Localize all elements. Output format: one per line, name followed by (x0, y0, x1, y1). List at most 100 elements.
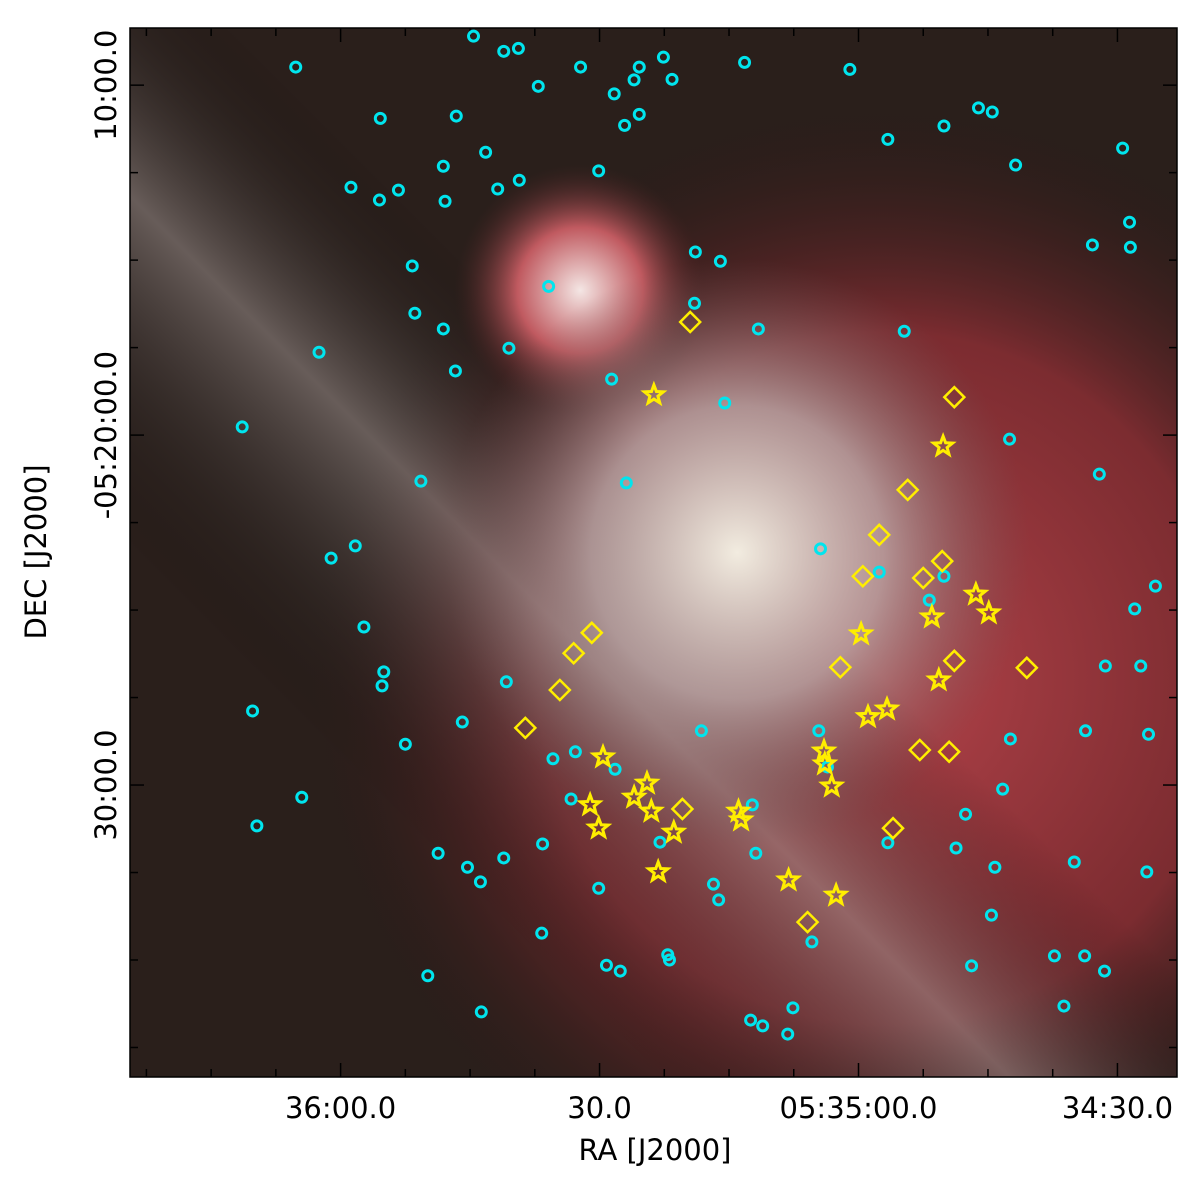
circle-marker (449, 109, 463, 123)
diamond-marker (895, 478, 920, 502)
circle-marker (781, 1027, 795, 1041)
circle-marker (235, 420, 249, 434)
y-axis-title: DEC [J2000] (19, 464, 53, 639)
diamond-marker (670, 797, 695, 821)
star-marker (727, 805, 755, 832)
circle-marker (749, 846, 763, 860)
circle-marker (375, 679, 389, 693)
diamond-marker (513, 716, 538, 740)
star-marker (811, 749, 839, 776)
circle-marker (996, 782, 1010, 796)
circle-marker (448, 364, 462, 378)
circle-marker (937, 569, 951, 583)
circle-marker (1079, 724, 1093, 738)
diamond-marker (881, 816, 905, 840)
circle-marker (751, 322, 765, 336)
circle-marker (756, 1019, 770, 1033)
circle-marker (1057, 999, 1071, 1013)
star-marker (847, 619, 875, 646)
circle-marker (405, 259, 419, 273)
circle-marker (632, 107, 646, 121)
circle-marker (473, 875, 487, 889)
circle-marker (246, 704, 260, 718)
star-marker (585, 813, 613, 840)
diamond-marker (828, 655, 853, 679)
diamond-marker (942, 385, 967, 409)
circle-marker (531, 79, 545, 93)
circle-marker (1098, 659, 1112, 673)
circle-marker (436, 322, 450, 336)
y-tick-label: 30:00.0 (89, 729, 123, 840)
circle-marker (467, 29, 481, 43)
star-marker (637, 796, 666, 823)
circle-marker (436, 159, 450, 173)
circle-marker (1123, 240, 1137, 254)
circle-marker (592, 164, 606, 178)
x-tick-label: 05:35:00.0 (780, 1091, 938, 1125)
circle-marker (502, 341, 516, 355)
diamond-marker (851, 564, 875, 589)
circle-marker (1009, 158, 1023, 172)
nebula-image (130, 28, 1177, 1077)
circle-marker (455, 715, 469, 729)
circle-marker (1003, 432, 1017, 446)
circle-marker (1067, 855, 1081, 869)
circle-marker (653, 835, 667, 849)
circle-marker (712, 893, 726, 907)
star-marker (822, 880, 850, 907)
circle-marker (618, 118, 632, 132)
circle-marker (499, 675, 513, 689)
x-axis-title: RA [J2000] (578, 1133, 731, 1167)
circle-marker (805, 935, 819, 949)
circle-marker (738, 55, 752, 69)
diamond-marker (561, 641, 586, 665)
circle-marker (656, 50, 670, 64)
circle-marker (511, 41, 525, 55)
circle-marker (1097, 964, 1111, 978)
x-tick-label: 36:00.0 (285, 1091, 396, 1125)
circle-marker (1092, 467, 1106, 481)
circle-marker (295, 790, 309, 804)
circle-marker (564, 792, 578, 806)
circle-marker (786, 1001, 800, 1015)
circle-marker (1085, 238, 1099, 252)
circle-marker (497, 851, 511, 865)
star-marker (962, 580, 990, 606)
circle-marker (497, 44, 511, 58)
circle-marker (1003, 732, 1017, 746)
star-marker (929, 431, 957, 458)
circle-marker (965, 959, 979, 973)
circle-marker (706, 877, 720, 891)
circle-marker (812, 724, 826, 738)
circle-marker (568, 745, 582, 759)
circle-marker (959, 807, 973, 821)
plot-frame (129, 27, 1178, 1078)
circle-marker (1134, 659, 1148, 673)
star-marker (918, 602, 946, 629)
circle-marker (474, 1005, 488, 1019)
circle-marker (1116, 141, 1130, 155)
star-marker (633, 768, 661, 795)
circle-marker (512, 173, 526, 187)
circle-marker (694, 724, 708, 738)
circle-marker (627, 73, 641, 87)
circle-marker (984, 908, 998, 922)
circle-marker (414, 474, 428, 488)
circle-marker (1142, 727, 1156, 741)
circle-marker (574, 60, 588, 74)
circle-marker (949, 841, 963, 855)
circle-marker (546, 752, 560, 766)
circle-marker (312, 345, 326, 359)
diamond-marker (867, 523, 891, 547)
star-marker (589, 742, 617, 769)
circle-marker (608, 762, 622, 776)
circle-marker (1078, 949, 1092, 963)
circle-marker (662, 953, 676, 967)
circle-marker (460, 860, 474, 874)
circle-marker (491, 182, 505, 196)
star-marker (576, 790, 604, 817)
circle-marker (348, 539, 362, 553)
circle-marker (985, 105, 999, 119)
circle-marker (377, 665, 391, 679)
